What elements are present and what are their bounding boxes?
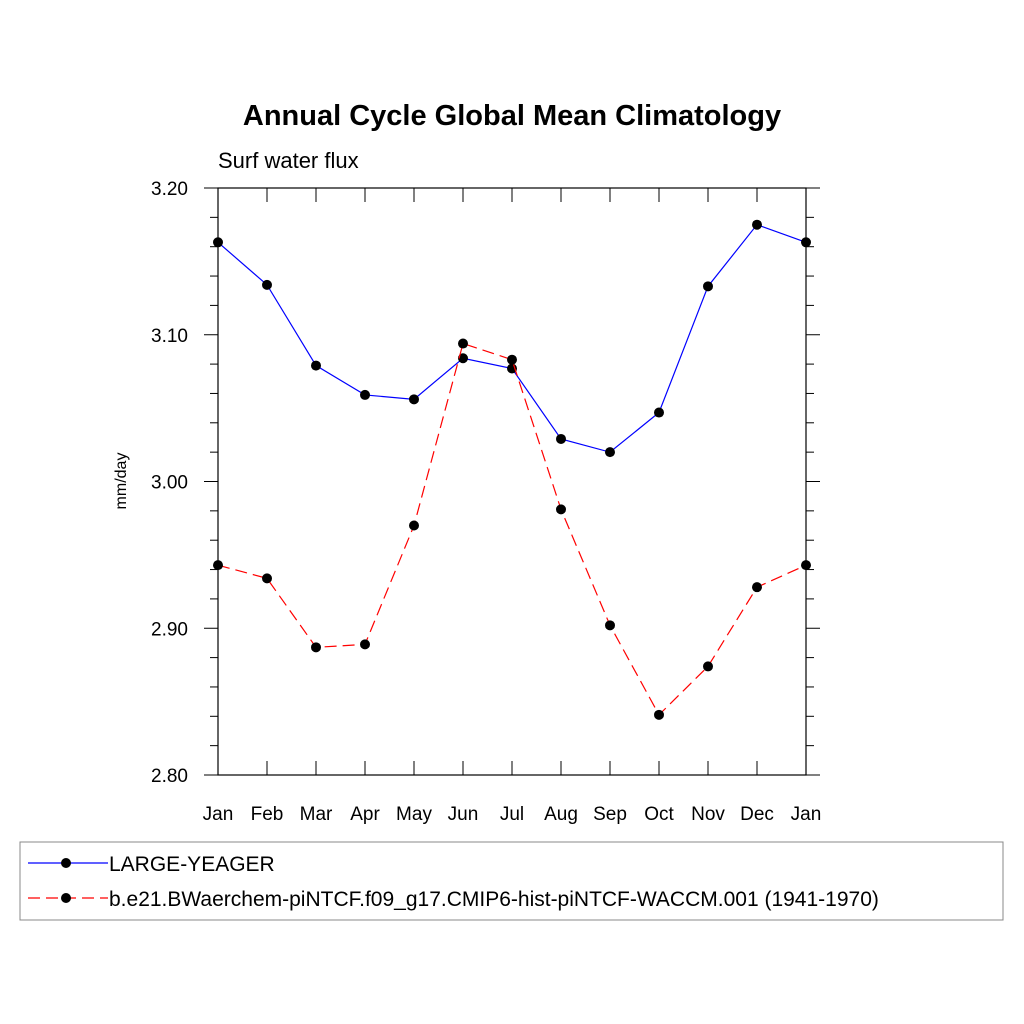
x-tick-label: May — [396, 804, 432, 825]
x-tick-label: Jan — [791, 804, 822, 825]
y-tick-label: 3.00 — [151, 473, 188, 494]
x-tick-label: Mar — [300, 804, 333, 825]
x-tick-label: Apr — [350, 804, 380, 825]
series-1-point — [409, 394, 419, 405]
series-1-point — [213, 237, 223, 248]
x-tick-label: Dec — [740, 804, 774, 825]
series-2-point — [311, 642, 321, 653]
series-2-point — [605, 620, 615, 631]
x-tick-label: Nov — [691, 804, 725, 825]
legend-label-1: LARGE-YEAGER — [109, 853, 275, 876]
y-axis-label: mm/day — [113, 453, 130, 510]
series-2-point — [507, 354, 517, 365]
series-2-point — [654, 709, 664, 720]
plot-frame — [217, 187, 807, 776]
legend-marker-2 — [61, 893, 71, 903]
series-2-point — [458, 338, 468, 349]
series-2-point — [213, 560, 223, 571]
chart-subtitle: Surf water flux — [218, 148, 359, 173]
legend-box — [19, 841, 1004, 921]
x-tick-label: Sep — [593, 804, 627, 825]
x-tick-label: Aug — [544, 804, 578, 825]
series-1-point — [556, 433, 566, 444]
series-1-point — [654, 407, 664, 418]
x-tick-label: Feb — [251, 804, 284, 825]
y-tick-label: 3.20 — [151, 179, 188, 200]
series-1-point — [360, 389, 370, 400]
legend-label-2: b.e21.BWaerchem-piNTCF.f09_g17.CMIP6-his… — [109, 888, 879, 911]
x-tick-label: Oct — [644, 804, 674, 825]
x-tick-label: Jul — [500, 804, 524, 825]
series-1-point — [605, 447, 615, 458]
y-tick-label: 2.90 — [151, 619, 188, 640]
series-group — [213, 219, 811, 720]
legend-marker-1 — [61, 858, 71, 868]
series-line-2 — [217, 342, 807, 716]
axis-ticks: Jan Feb Mar Apr May Jun Jul Aug Sep Oct Nov Dec Jan 2… — [151, 179, 821, 825]
x-tick-label: Jan — [203, 804, 234, 825]
series-2-point — [409, 520, 419, 531]
series-1-point — [311, 360, 321, 371]
y-tick-label: 2.80 — [151, 766, 188, 787]
series-line-1 — [217, 223, 807, 453]
x-tick-label: Jun — [448, 804, 479, 825]
series-1-point — [458, 353, 468, 364]
series-2-point — [801, 560, 811, 571]
series-1-point — [801, 237, 811, 248]
legend: LARGE-YEAGER b.e21.BWaerchem-piNTCF.f09_g… — [28, 853, 879, 911]
series-2-point — [360, 639, 370, 650]
series-2-point — [703, 661, 713, 672]
series-1-point — [703, 281, 713, 292]
series-2-point — [752, 582, 762, 593]
series-2-point — [556, 504, 566, 515]
series-1-point — [752, 219, 762, 230]
y-tick-label: 3.10 — [151, 326, 188, 347]
chart-title: Annual Cycle Global Mean Climatology — [243, 100, 781, 132]
series-1-point — [262, 279, 272, 290]
series-2-point — [262, 573, 272, 584]
